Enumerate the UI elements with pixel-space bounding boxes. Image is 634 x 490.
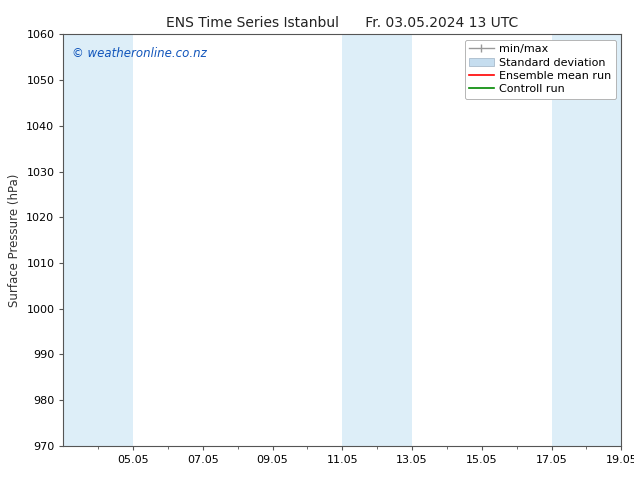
Y-axis label: Surface Pressure (hPa): Surface Pressure (hPa) <box>8 173 21 307</box>
Text: © weatheronline.co.nz: © weatheronline.co.nz <box>72 47 207 60</box>
Title: ENS Time Series Istanbul      Fr. 03.05.2024 13 UTC: ENS Time Series Istanbul Fr. 03.05.2024 … <box>166 16 519 30</box>
Legend: min/max, Standard deviation, Ensemble mean run, Controll run: min/max, Standard deviation, Ensemble me… <box>465 40 616 99</box>
Bar <box>552 34 621 446</box>
Bar <box>342 34 412 446</box>
Bar <box>63 34 133 446</box>
